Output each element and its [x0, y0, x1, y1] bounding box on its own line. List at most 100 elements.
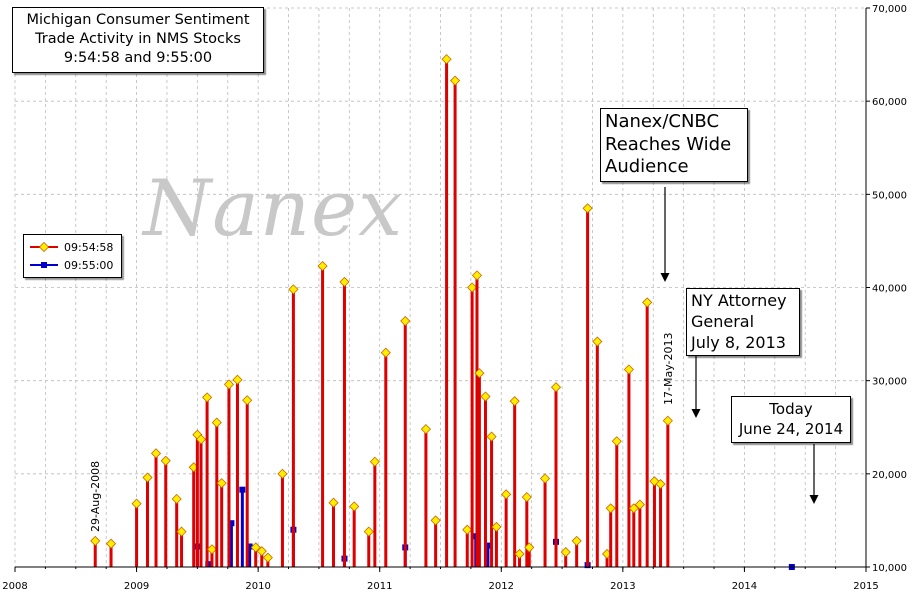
y-tick-label: 20,000 [872, 470, 907, 481]
marker-09-54-58 [176, 526, 187, 537]
marker-09-55-00 [246, 543, 253, 550]
marker-09-55-00 [239, 486, 246, 493]
annotation-cnbc-line-1: Nanex/CNBC [605, 111, 720, 132]
marker-09-54-58 [521, 492, 532, 503]
marker-09-54-58 [450, 75, 461, 86]
marker-09-54-58 [441, 54, 452, 65]
x-tick-label: 2008 [2, 581, 27, 592]
date-label-aug-2008: 29-Aug-2008 [89, 461, 102, 532]
marker-09-54-58 [592, 336, 603, 347]
marker-09-54-58 [369, 456, 380, 467]
legend-swatch-red-diamond-icon [30, 241, 58, 253]
arrow-today-head [809, 495, 819, 504]
y-tick-label: 50,000 [872, 190, 907, 201]
marker-09-54-58 [634, 499, 645, 510]
annotation-nyag-line-1: NY Attorney [691, 291, 787, 310]
legend: 09:54:58 09:55:00 [23, 234, 122, 278]
marker-09-54-58 [462, 524, 473, 535]
marker-09-54-58 [480, 391, 491, 402]
marker-09-54-58 [430, 515, 441, 526]
chart-title-line-1: Michigan Consumer Sentiment [26, 12, 250, 28]
arrow-nyag-head [691, 409, 701, 418]
marker-09-54-58 [491, 521, 502, 533]
y-tick-label: 40,000 [872, 284, 907, 295]
marker-09-54-58 [349, 501, 360, 512]
marker-09-54-58 [467, 282, 478, 293]
x-tick-label: 2011 [367, 581, 392, 592]
y-tick-label: 70,000 [872, 4, 907, 15]
marker-09-54-58 [560, 547, 571, 558]
marker-09-54-58 [105, 538, 117, 549]
marker-09-54-58 [363, 526, 374, 537]
marker-09-54-58 [339, 276, 350, 287]
date-label-may-2013: 17-May-2013 [662, 333, 675, 405]
marker-09-54-58 [486, 431, 497, 442]
marker-09-54-58 [611, 436, 622, 447]
annotation-today: Today June 24, 2014 [731, 396, 851, 443]
y-tick-label: 30,000 [872, 377, 907, 388]
annotation-cnbc-line-2: Reaches Wide [605, 133, 732, 155]
legend-swatch-blue-square-icon [30, 262, 58, 268]
marker-09-54-58 [317, 261, 328, 272]
marker-09-54-58 [628, 503, 639, 514]
legend-label: 09:55:00 [64, 258, 114, 272]
annotation-today-line-2: June 24, 2014 [738, 420, 844, 439]
chart-title-line-3: 9:54:58 and 9:55:00 [63, 49, 213, 66]
chart-title-line-2: Trade Activity in NMS Stocks [35, 30, 241, 47]
annotation-cnbc-line-3: Audience [605, 156, 689, 177]
marker-09-54-58 [206, 544, 218, 555]
marker-09-54-58 [514, 548, 525, 560]
marker-09-54-58 [380, 347, 391, 358]
y-tick-label: 60,000 [872, 97, 907, 108]
x-tick-label: 2015 [853, 581, 878, 592]
marker-09-54-58 [250, 542, 261, 553]
marker-09-54-58 [202, 392, 213, 403]
marker-09-54-58 [328, 497, 339, 508]
marker-09-54-58 [582, 203, 593, 214]
axes-layer: 10,000 20,000 30,000 40,000 50,000 60,000 70,0… [2, 4, 907, 592]
arrow-cnbc-head [660, 273, 670, 282]
marker-09-54-58 [223, 379, 235, 390]
marker-09-54-58 [655, 479, 666, 490]
x-tick-label: 2013 [610, 581, 635, 592]
marker-09-54-58 [216, 478, 227, 489]
marker-09-54-58 [242, 395, 253, 406]
marker-09-54-58 [171, 493, 182, 505]
marker-09-55-00 [228, 520, 235, 527]
nanex-watermark: Nanex [143, 164, 404, 254]
marker-09-55-00 [484, 542, 491, 549]
annotation-arrows [660, 187, 819, 504]
marker-09-54-58 [262, 552, 273, 563]
marker-09-54-58 [277, 468, 288, 479]
x-tick-label: 2009 [124, 581, 149, 592]
marker-09-54-58 [150, 448, 162, 459]
annotation-nyag-line-2: General [691, 311, 755, 331]
y-tick-label: 10,000 [872, 563, 907, 574]
marker-09-54-58 [471, 270, 483, 281]
marker-09-54-58 [288, 284, 299, 295]
marker-09-54-58 [662, 415, 673, 426]
marker-09-54-58 [142, 472, 153, 483]
x-tick-label: 2010 [245, 581, 270, 592]
x-tick-label: 2012 [489, 581, 514, 592]
marker-09-54-58 [501, 489, 512, 500]
annotation-cnbc: Nanex/CNBC Reaches Wide Audience [600, 108, 748, 182]
marker-09-54-58 [539, 473, 551, 484]
x-tick-label: 2014 [732, 581, 757, 592]
marker-09-54-58 [131, 498, 142, 509]
marker-09-54-58 [550, 382, 562, 393]
series-09-54-58 [90, 54, 673, 567]
annotation-ny-attorney-general: NY Attorney General July 8, 2013 [686, 288, 800, 357]
marker-09-54-58 [524, 542, 535, 553]
marker-09-54-58 [256, 546, 267, 557]
marker-09-54-58 [232, 374, 243, 385]
marker-09-54-58 [420, 424, 431, 435]
legend-label: 09:54:58 [64, 240, 114, 254]
marker-09-54-58 [160, 455, 171, 466]
chart-title-box: Michigan Consumer Sentiment Trade Activi… [12, 7, 264, 73]
annotation-nyag-line-3: July 8, 2013 [691, 332, 786, 352]
marker-09-54-58 [509, 396, 520, 407]
marker-09-54-58 [571, 535, 582, 546]
legend-item-09-55-00: 09:55:00 [24, 256, 121, 274]
